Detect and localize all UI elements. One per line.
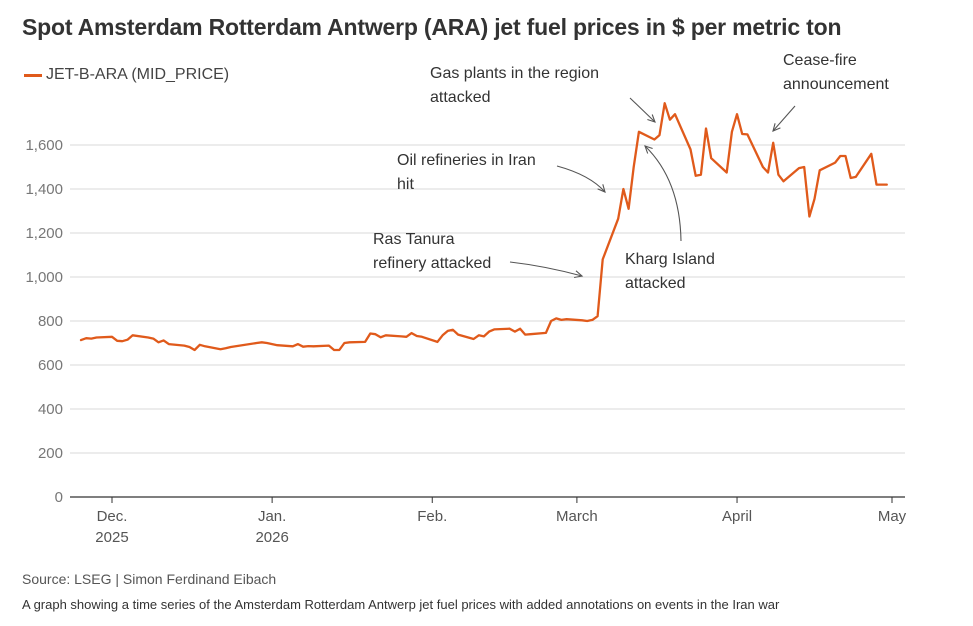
- annotation-text: Ras Tanura: [373, 231, 455, 248]
- x-tick-label: 2026: [255, 529, 288, 546]
- annotation-arrow: [644, 145, 682, 242]
- annotation: Oil refineries in Iran hit: [397, 152, 606, 193]
- source-prefix: Source:: [22, 571, 75, 587]
- arrow-head: [597, 184, 606, 193]
- annotation-arrow: [629, 97, 656, 123]
- grid-lines: [70, 144, 905, 498]
- x-axis: Dec. 2025 Jan. 2026 Feb. March April May: [95, 497, 907, 546]
- annotation-text: attacked: [625, 275, 685, 292]
- y-tick-label: 1,000: [25, 269, 63, 286]
- annotation: Ras Tanura refinery attacked: [373, 231, 584, 279]
- annotation-text: announcement: [783, 76, 889, 93]
- arrow-head: [772, 123, 781, 132]
- caption: A graph showing a time series of the Ams…: [22, 597, 780, 612]
- x-tick-label: March: [556, 508, 598, 525]
- annotation-text: Gas plants in the region: [430, 65, 599, 82]
- y-tick-label: 1,200: [25, 225, 63, 242]
- y-axis: 0 200 400 600 800 1,000 1,200 1,400 1,600: [25, 137, 63, 506]
- arrow-head: [647, 114, 656, 123]
- annotation: Gas plants in the region attacked: [430, 65, 656, 123]
- annotation-text: refinery attacked: [373, 255, 491, 272]
- legend-swatch: [24, 73, 42, 77]
- annotation-arrow: [556, 165, 606, 193]
- legend: JET-B-ARA (MID_PRICE): [24, 66, 229, 84]
- x-tick-label: April: [722, 508, 752, 525]
- annotation: Cease-fire announcement: [772, 52, 889, 132]
- x-tick-label: Dec.: [97, 508, 128, 525]
- annotation-arrow: [509, 261, 583, 277]
- y-tick-label: 0: [55, 489, 63, 506]
- x-tick-label: 2025: [95, 529, 128, 546]
- arrow-head: [573, 270, 584, 279]
- arrow-head: [644, 145, 653, 154]
- chart-title: Spot Amsterdam Rotterdam Antwerp (ARA) j…: [22, 14, 842, 40]
- annotation-text: hit: [397, 176, 414, 193]
- annotation-text: Kharg Island: [625, 251, 715, 268]
- y-tick-label: 1,600: [25, 137, 63, 154]
- x-tick-label: Jan.: [258, 508, 286, 525]
- source-text: LSEG | Simon Ferdinand Eibach: [74, 571, 277, 587]
- series-line: [79, 102, 888, 352]
- y-tick-label: 400: [38, 401, 63, 418]
- y-tick-label: 1,400: [25, 181, 63, 198]
- y-tick-label: 800: [38, 313, 63, 330]
- annotation-text: attacked: [430, 89, 490, 106]
- annotations: Gas plants in the region attacked Cease-fi…: [373, 52, 889, 292]
- source-line: Source: LSEG | Simon Ferdinand Eibach: [22, 571, 276, 587]
- annotation-text: Cease-fire: [783, 52, 857, 69]
- annotation-text: Oil refineries in Iran: [397, 152, 536, 169]
- annotation-arrow: [772, 105, 796, 132]
- legend-label: JET-B-ARA (MID_PRICE): [46, 66, 230, 83]
- x-tick-label: May: [878, 508, 907, 525]
- x-tick-label: Feb.: [417, 508, 447, 525]
- y-tick-label: 200: [38, 445, 63, 462]
- annotation: Kharg Island attacked: [625, 145, 715, 292]
- y-tick-label: 600: [38, 357, 63, 374]
